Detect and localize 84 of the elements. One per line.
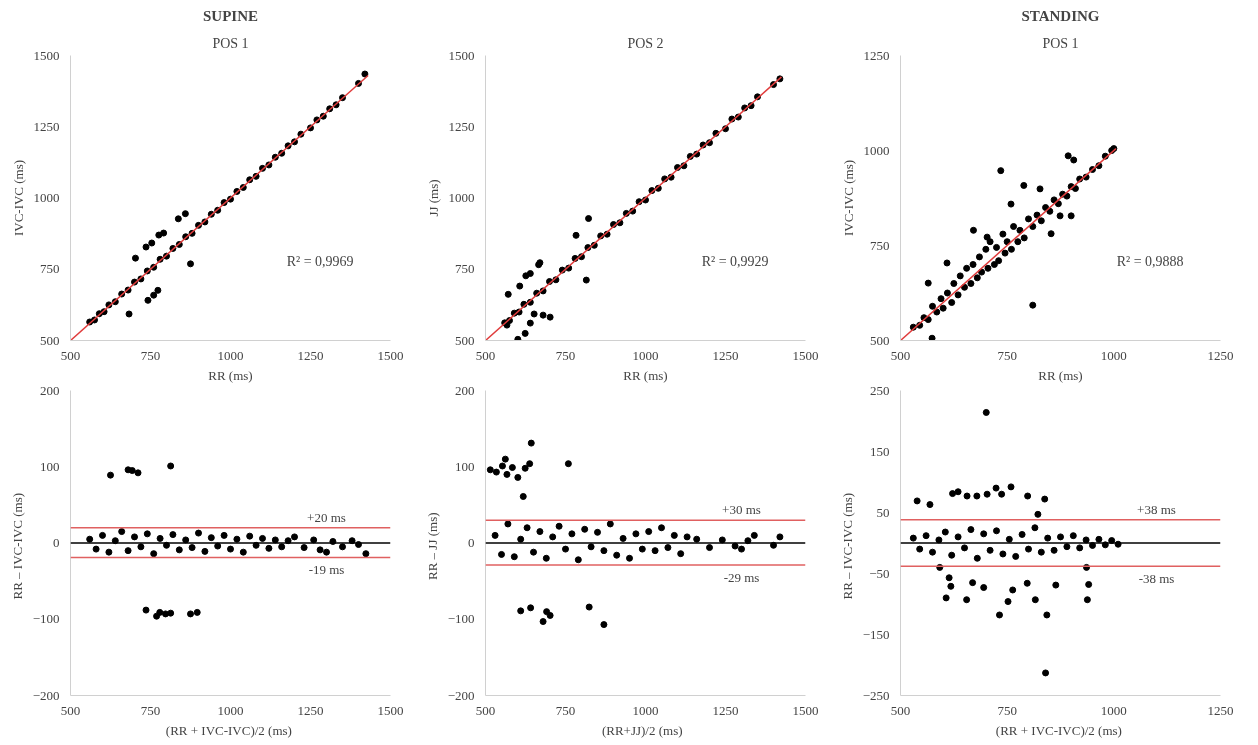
x-axis-title: (RR + IVC-IVC)/2 (ms) [165,722,292,738]
x-tick-label: 1250 [297,702,324,718]
chart-subtitle: POS 1 [212,35,249,51]
x-tick-label: 750 [555,702,576,718]
y-tick-label: 750 [870,237,890,253]
x-tick-label: 1500 [792,702,819,718]
x-tick-label: 500 [890,347,911,363]
x-tick-label: 1500 [377,702,404,718]
y-tick-label: 50 [876,504,890,520]
x-tick-label: 1250 [712,702,739,718]
y-tick-label: −100 [447,611,475,627]
x-tick-label: 500 [890,702,911,718]
y-axis-title: RR – JJ (ms) [424,512,440,581]
chart-title: STANDING [1021,7,1100,24]
y-tick-label: 150 [870,443,890,459]
y-tick-label: 1500 [33,47,60,63]
y-axis-title: JJ (ms) [425,179,441,217]
y-axis-title: RR – IVC-IVC (ms) [9,492,25,600]
x-tick-label: 1250 [712,347,739,363]
x-tick-label: 1000 [1100,702,1127,718]
y-tick-label: 100 [40,458,60,474]
ref-line-label: -38 ms [1138,571,1175,587]
y-tick-label: −100 [32,611,60,627]
x-tick-label: 750 [997,347,1017,363]
y-tick-label: 200 [455,382,475,398]
x-tick-label: 500 [475,347,496,363]
y-tick-label: −200 [32,687,60,703]
ref-line-label: -19 ms [308,562,345,578]
x-tick-label: 1000 [632,347,659,363]
x-tick-label: 750 [997,702,1017,718]
x-tick-label: 500 [60,347,81,363]
y-tick-label: 500 [870,332,890,348]
y-axis-title: RR – IVC-IVC (ms) [839,492,855,600]
chart-title: SUPINE [202,7,259,24]
y-tick-label: −200 [447,687,475,703]
annotation: R² = 0,9929 [701,254,769,270]
x-tick-label: 500 [475,702,496,718]
y-tick-label: 1250 [448,118,475,134]
y-tick-label: −50 [869,565,890,581]
y-tick-label: 0 [53,535,60,550]
x-axis-title: RR (ms) [623,367,668,383]
x-tick-label: 1500 [377,347,404,363]
y-tick-label: 500 [40,332,60,348]
x-tick-label: 1250 [1207,347,1234,363]
y-axis-title: IVC-IVC (ms) [840,159,856,237]
x-tick-label: 500 [60,702,81,718]
x-axis-title: RR (ms) [208,367,253,383]
x-tick-label: 750 [140,702,161,718]
x-tick-label: 1000 [1100,347,1127,363]
y-tick-label: 1250 [33,118,60,134]
chart-subtitle: POS 1 [1042,35,1079,51]
x-tick-label: 750 [555,347,576,363]
x-axis-title: (RR + IVC-IVC)/2 (ms) [995,722,1122,738]
y-tick-label: 1500 [448,47,475,63]
y-tick-label: 750 [40,261,60,277]
y-tick-label: 1000 [863,142,890,158]
y-axis-title: IVC-IVC (ms) [10,159,26,237]
x-tick-label: 1000 [217,347,244,363]
x-tick-label: 1250 [1207,702,1234,718]
y-tick-label: 1000 [448,190,475,205]
y-tick-label: 0 [468,535,475,550]
y-tick-label: 250 [870,382,890,398]
y-tick-label: 750 [455,261,475,277]
y-tick-label: 1000 [33,190,60,205]
y-tick-label: −250 [862,687,890,703]
chart-subtitle: POS 2 [627,35,664,51]
annotation: R² = 0,9888 [1116,254,1184,270]
y-tick-label: 500 [455,332,475,348]
x-tick-label: 1000 [217,702,244,718]
x-tick-label: 1500 [792,347,819,363]
y-tick-label: 200 [40,382,60,398]
x-tick-label: 750 [140,347,161,363]
x-axis-title: (RR+JJ)/2 (ms) [601,722,683,738]
y-tick-label: 100 [455,458,475,474]
x-tick-label: 1250 [297,347,324,363]
x-axis-title: RR (ms) [1038,367,1083,383]
y-tick-label: 1250 [863,47,890,63]
ref-line-label: +38 ms [1137,501,1176,517]
y-tick-label: −150 [862,626,890,642]
annotation: R² = 0,9969 [286,254,354,270]
ref-line-label: +20 ms [307,509,346,525]
x-tick-label: 1000 [632,702,659,718]
ref-line-label: -29 ms [723,570,760,586]
ref-line-label: +30 ms [722,502,761,518]
